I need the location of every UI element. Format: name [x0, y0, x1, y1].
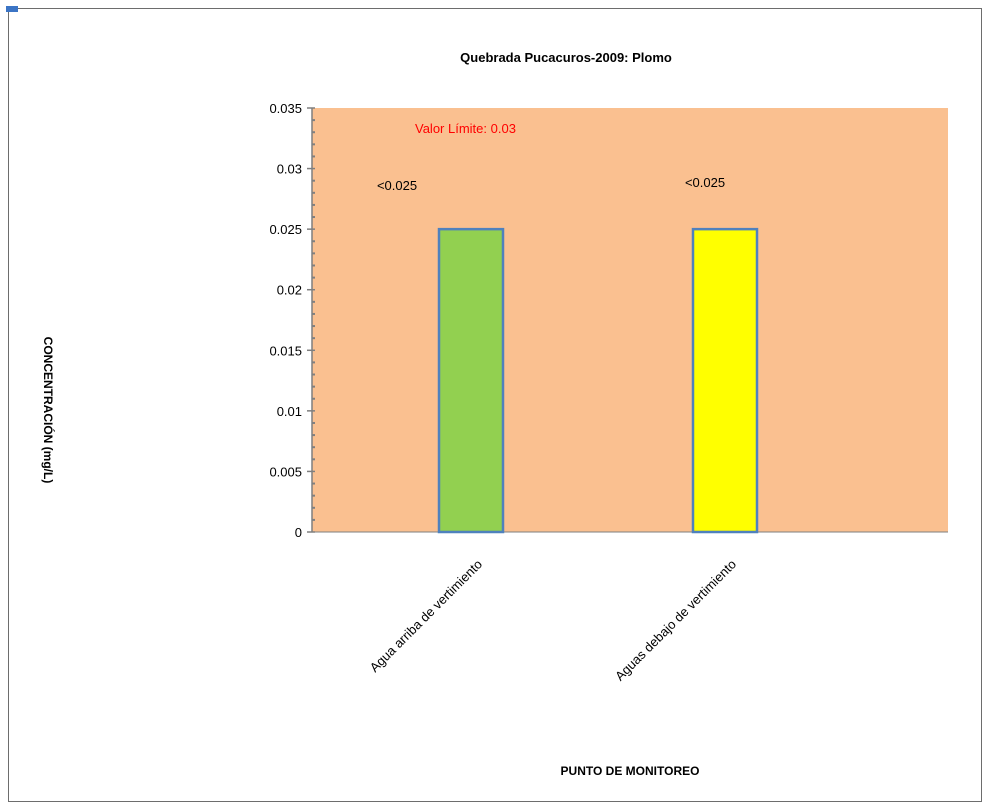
y-tick-label: 0.01 — [277, 404, 302, 419]
y-axis-title: CONCENTRACIÓN (mg/L) — [41, 337, 56, 484]
y-tick-label: 0.035 — [269, 101, 302, 116]
plot-area — [312, 108, 948, 532]
data-label: <0.025 — [377, 178, 417, 193]
data-label: <0.025 — [685, 175, 725, 190]
y-tick-label: 0.03 — [277, 162, 302, 177]
bar — [691, 227, 759, 534]
x-tick-labels: Agua arriba de vertimiento Aguas debajo d… — [367, 557, 739, 684]
y-tick-labels: 0 0.005 0.01 0.015 0.02 0.025 0.03 0.035 — [269, 101, 302, 540]
x-tick-label: Aguas debajo de vertimiento — [612, 557, 739, 684]
bars — [437, 227, 759, 534]
x-axis-title: PUNTO DE MONITOREO — [561, 764, 700, 778]
y-tick-label: 0.02 — [277, 283, 302, 298]
selection-handle[interactable] — [6, 6, 18, 12]
y-tick-label: 0.025 — [269, 222, 302, 237]
chart-title: Quebrada Pucacuros-2009: Plomo — [460, 50, 672, 65]
x-tick-label: Agua arriba de vertimiento — [367, 557, 485, 675]
y-tick-label: 0 — [295, 525, 302, 540]
y-tick-label: 0.005 — [269, 464, 302, 479]
data-labels: <0.025 <0.025 — [377, 175, 725, 193]
y-axis — [307, 107, 948, 533]
bar — [437, 227, 505, 534]
y-tick-label: 0.015 — [269, 343, 302, 358]
limit-annotation: Valor Límite: 0.03 — [415, 121, 516, 136]
